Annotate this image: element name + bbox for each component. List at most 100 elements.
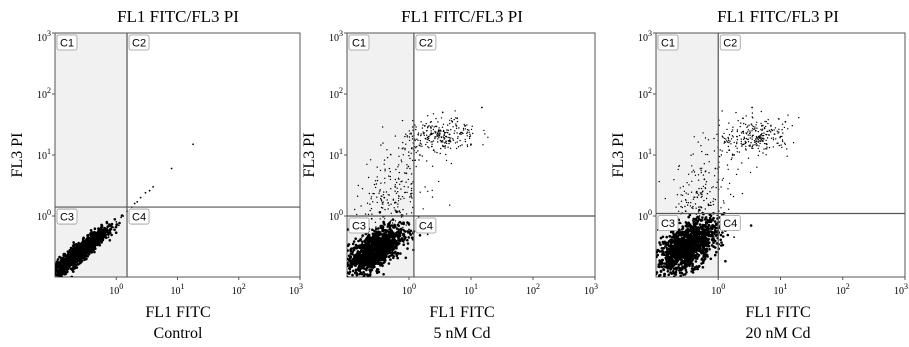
data-point [745, 115, 747, 117]
data-point [765, 142, 767, 145]
data-point [705, 253, 708, 256]
data-point [360, 256, 364, 259]
data-point [444, 145, 446, 147]
data-point [763, 138, 765, 140]
data-point [382, 249, 384, 251]
data-point [386, 149, 388, 151]
data-point [387, 255, 391, 259]
data-point [747, 131, 749, 133]
data-point [410, 212, 413, 214]
data-point [705, 170, 707, 172]
data-point [353, 263, 357, 267]
data-point [706, 219, 709, 222]
data-point [447, 129, 449, 131]
data-point [724, 259, 727, 263]
data-point [388, 234, 392, 237]
data-point [755, 124, 757, 126]
data-point [451, 120, 453, 122]
data-point [438, 136, 440, 139]
data-point [678, 210, 680, 212]
data-point [103, 228, 107, 232]
data-point [665, 235, 668, 239]
data-point [666, 248, 669, 251]
data-point [55, 260, 59, 264]
data-point [418, 144, 420, 146]
data-point [700, 187, 703, 190]
data-point [389, 178, 392, 181]
data-point [713, 236, 715, 238]
data-point [441, 140, 444, 142]
data-point [770, 131, 772, 133]
data-point [378, 231, 382, 234]
data-point [424, 186, 426, 188]
data-point [409, 201, 412, 203]
data-point [781, 123, 784, 125]
data-point [377, 236, 380, 239]
data-point [82, 236, 85, 240]
data-point [704, 187, 707, 190]
data-point [759, 140, 762, 142]
data-point [784, 120, 787, 123]
data-point [69, 263, 72, 267]
data-point [694, 196, 696, 198]
data-point [673, 179, 675, 181]
data-point [736, 151, 738, 153]
data-point [434, 137, 436, 140]
data-point [455, 147, 458, 150]
data-point [440, 141, 442, 143]
data-point [691, 180, 693, 182]
data-point [441, 111, 444, 114]
data-point [83, 245, 86, 248]
data-point [104, 233, 107, 237]
data-point [453, 132, 455, 134]
quadrant-label-c3: C3 [657, 215, 679, 231]
data-point [726, 140, 728, 142]
data-point [756, 127, 758, 129]
data-point [427, 126, 429, 128]
data-point [697, 211, 700, 213]
y-tick-label: 101 [329, 147, 343, 162]
data-point [709, 234, 712, 238]
data-point [452, 138, 454, 140]
data-point [398, 220, 402, 224]
data-point [393, 207, 395, 209]
data-point [666, 270, 670, 273]
data-point [394, 190, 396, 192]
data-point [712, 232, 715, 234]
data-point [450, 162, 453, 165]
data-point [107, 236, 110, 239]
data-point [382, 142, 384, 144]
data-point [365, 255, 369, 258]
data-point [435, 136, 437, 138]
data-point [439, 129, 442, 131]
data-point [395, 245, 398, 249]
data-point [698, 223, 702, 226]
data-point [690, 202, 692, 204]
data-point [735, 145, 737, 147]
data-point [374, 180, 377, 182]
data-point [732, 136, 734, 138]
data-point [93, 227, 97, 230]
data-point [777, 142, 779, 144]
data-point [672, 275, 676, 277]
data-point [415, 165, 417, 168]
data-point [688, 213, 692, 217]
data-point [402, 141, 404, 144]
data-point [709, 204, 711, 206]
data-points [347, 106, 489, 277]
data-point [102, 235, 106, 238]
data-point [680, 200, 683, 202]
data-point [726, 128, 728, 131]
data-point [400, 188, 402, 190]
data-point [410, 194, 412, 196]
data-point [778, 118, 780, 120]
data-point [692, 198, 695, 200]
data-point [365, 242, 367, 244]
data-point [710, 244, 714, 247]
data-point [749, 134, 751, 136]
data-point [403, 241, 405, 244]
data-point [444, 147, 446, 149]
data-point [662, 247, 665, 250]
data-point [401, 161, 403, 163]
